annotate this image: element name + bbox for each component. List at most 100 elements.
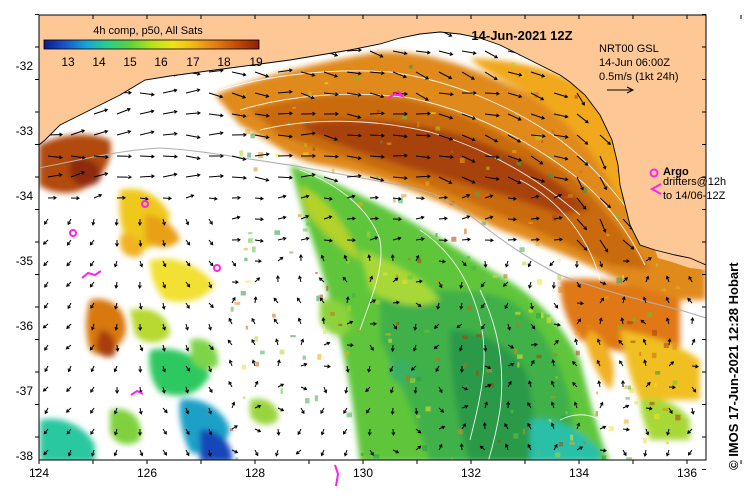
sst-speckle [512, 62, 515, 67]
sst-speckle [417, 259, 421, 263]
sst-speckle [654, 383, 657, 387]
sst-speckle [387, 143, 392, 145]
sst-speckle [467, 306, 472, 311]
sst-speckle [410, 378, 415, 383]
sst-speckle [436, 281, 441, 283]
sst-speckle [632, 318, 636, 321]
sst-speckle [671, 421, 676, 425]
sst-speckle [441, 405, 446, 410]
sst-speckle [304, 144, 307, 147]
sst-speckle [628, 385, 631, 389]
sst-speckle [242, 365, 246, 370]
sst-speckle [305, 398, 310, 403]
sst-speckle [430, 112, 435, 114]
sst-speckle [426, 181, 430, 186]
colorbar-tick: 13 [61, 55, 75, 69]
sst-speckle [406, 145, 408, 149]
sst-speckle [537, 279, 542, 285]
sst-speckle [234, 302, 240, 305]
current-scale: 0.5m/s (1kt 24h) [599, 71, 678, 83]
sst-speckle [406, 375, 410, 381]
sst-speckle [522, 262, 526, 266]
sst-speckle [517, 162, 522, 165]
sst-speckle [536, 243, 540, 246]
sst-speckle [289, 251, 293, 253]
sst-speckle [436, 126, 441, 130]
drifters-label: drifters@12h [663, 176, 726, 188]
sst-speckle [252, 247, 256, 253]
sst-speckle [317, 354, 321, 360]
sst-speckle [402, 116, 407, 119]
sst-speckle [549, 419, 552, 422]
sst-speckle [315, 395, 318, 401]
sst-speckle [583, 187, 587, 193]
sst-speckle [467, 256, 471, 259]
lon-label: 128 [245, 466, 265, 480]
sst-speckle [666, 442, 668, 444]
lat-label: -36 [16, 319, 34, 333]
sst-speckle [624, 419, 629, 423]
sst-speckle [248, 232, 252, 234]
sst-speckle [559, 259, 561, 261]
sst-speckle [656, 264, 659, 267]
sst-speckle [675, 415, 680, 421]
longitude-axis: 124 126 128 130 132 134 136 [29, 466, 697, 480]
sst-speckle [511, 410, 514, 414]
drifter-track-icon [335, 465, 338, 486]
sst-speckle [580, 170, 582, 173]
sst-speckle [303, 356, 306, 360]
sst-speckle [308, 91, 311, 96]
sst-speckle [558, 287, 563, 293]
sst-speckle [247, 153, 251, 158]
sst-speckle [272, 314, 276, 318]
timestamp: 14-Jun-2021 12Z [471, 28, 572, 43]
sst-speckle [475, 192, 480, 197]
sst-speckle [408, 275, 413, 279]
sst-speckle [622, 275, 624, 278]
sst-speckle [474, 123, 478, 128]
lon-label: 136 [677, 466, 697, 480]
sst-speckle [596, 392, 598, 395]
lat-label: -38 [16, 449, 34, 463]
sst-speckle [566, 411, 568, 414]
sst-speckle [460, 158, 465, 163]
sst-speckle [243, 396, 245, 399]
sst-speckle [244, 248, 248, 251]
sst-speckle [417, 121, 419, 127]
sst-speckle [602, 455, 606, 459]
sst-speckle [627, 321, 633, 324]
sst-speckle [463, 363, 466, 368]
sst-speckle [647, 312, 652, 317]
sst-speckle [617, 326, 621, 329]
lon-label: 124 [29, 466, 49, 480]
sst-speckle [344, 351, 350, 355]
sst-speckle [248, 238, 253, 243]
lat-label: -34 [16, 189, 34, 203]
sst-speckle [347, 259, 350, 264]
sst-speckle [426, 407, 431, 412]
sst-speckle [244, 258, 247, 262]
sst-speckle [246, 281, 252, 283]
sst-speckle [372, 216, 375, 218]
sst-speckle [575, 95, 578, 99]
sst-speckle [396, 322, 399, 325]
sst-speckle [625, 397, 630, 400]
drifters-period: to 14/06-12Z [663, 190, 726, 202]
sst-speckle [643, 438, 647, 443]
sst-speckle [245, 129, 250, 134]
colorbar-tick: 16 [154, 55, 168, 69]
sst-speckle [354, 77, 359, 81]
sst-speckle [451, 237, 456, 242]
lat-label: -32 [16, 59, 34, 73]
sst-speckle [517, 322, 519, 328]
sst-speckle [537, 452, 540, 454]
sst-speckle [655, 371, 660, 375]
sst-speckle [464, 229, 467, 235]
sst-speckle [673, 380, 678, 384]
sst-speckle [431, 140, 435, 144]
sst-speckle [520, 247, 525, 252]
current-time: 14-Jun 06:00Z [599, 57, 670, 69]
colorbar-ramp [44, 40, 259, 49]
sst-speckle [388, 339, 392, 343]
sst-speckle [486, 369, 492, 373]
